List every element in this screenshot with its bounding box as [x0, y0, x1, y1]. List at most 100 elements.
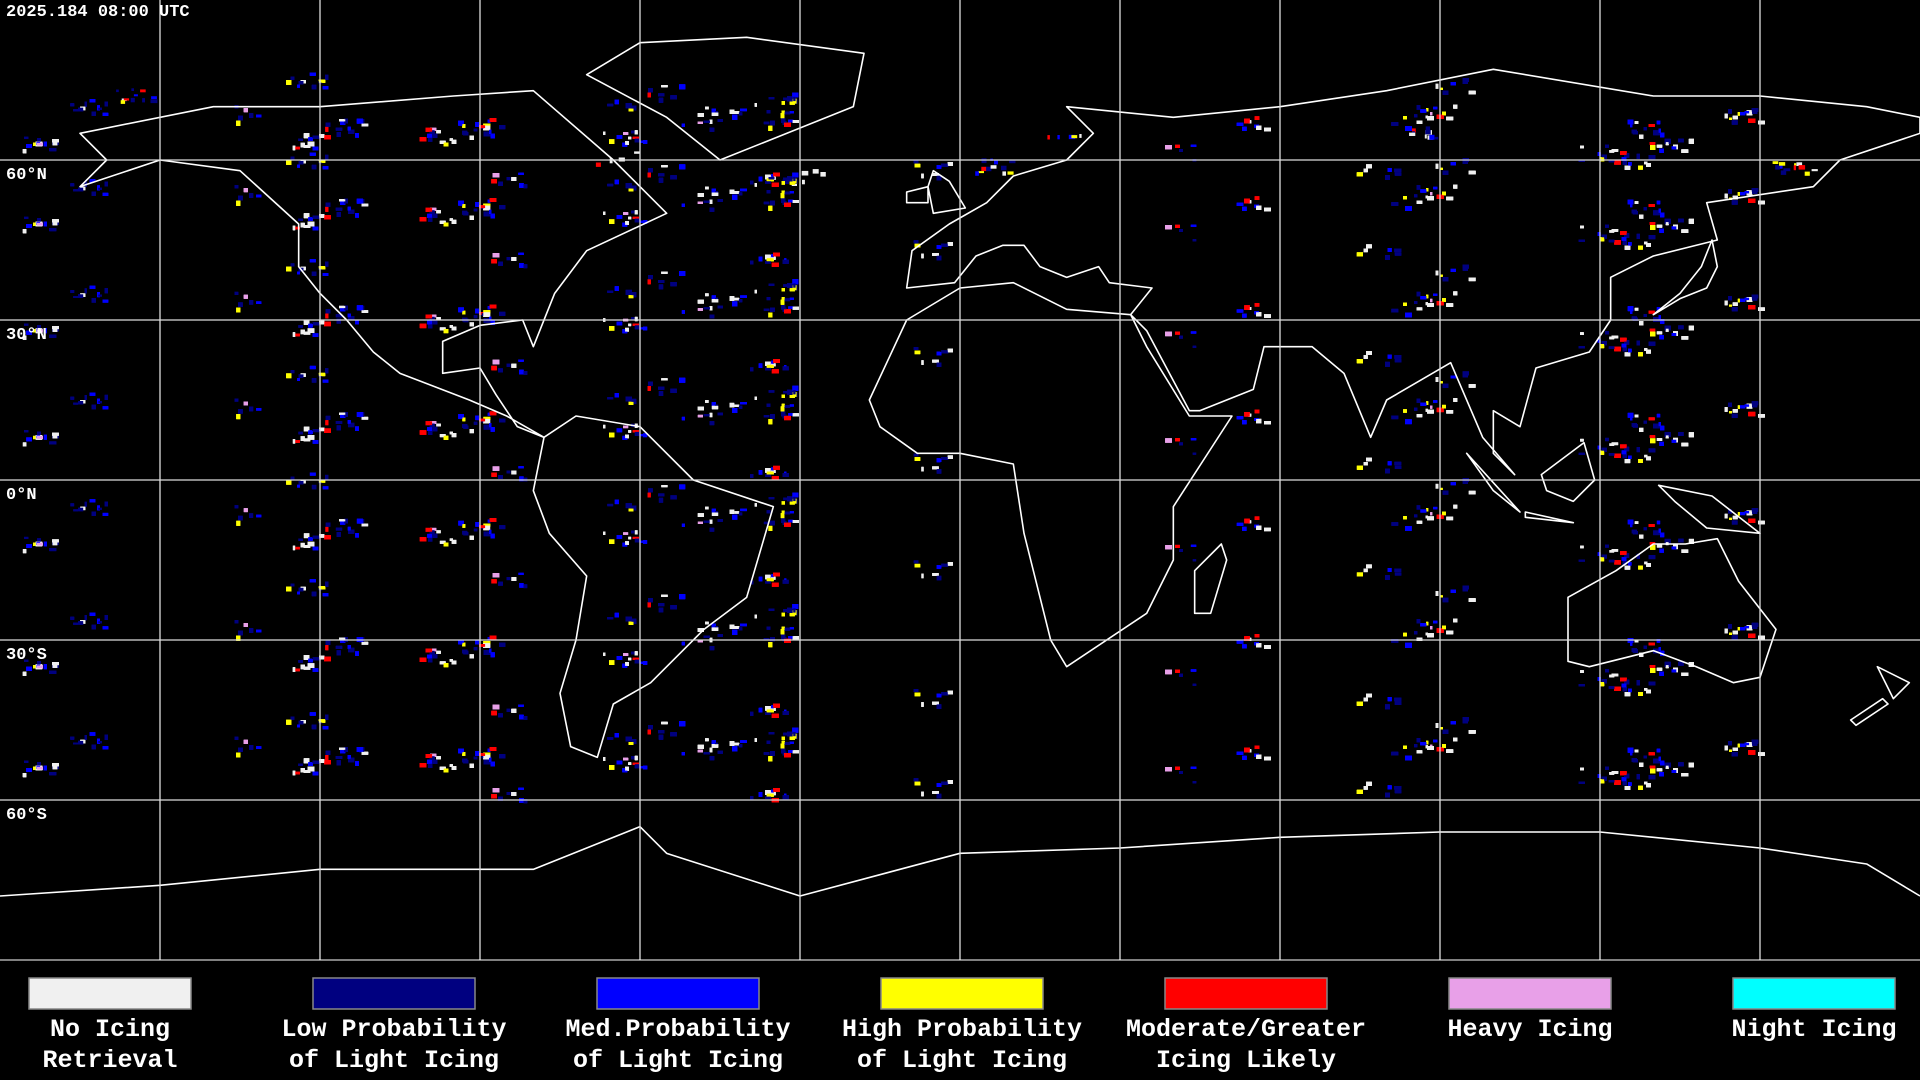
icing-pixel	[1426, 108, 1429, 112]
icing-pixel	[711, 192, 719, 196]
icing-pixel	[1442, 170, 1449, 175]
icing-pixel	[1653, 130, 1661, 136]
icing-pixel	[975, 171, 979, 176]
icing-pixel	[622, 222, 628, 227]
icing-pixel	[947, 242, 953, 246]
icing-pixel	[303, 145, 311, 148]
icing-pixel	[1751, 108, 1759, 112]
icing-pixel	[286, 160, 292, 165]
icing-pixel	[451, 139, 457, 144]
icing-pixel	[1236, 202, 1244, 206]
icing-pixel	[1601, 154, 1607, 159]
icing-pixel	[1671, 226, 1677, 230]
icing-pixel	[325, 122, 331, 127]
icing-pixel	[632, 136, 639, 139]
icing-pixel	[295, 146, 300, 150]
icing-pixel	[1624, 165, 1631, 170]
icing-pixel	[1385, 255, 1390, 260]
icing-pixel	[647, 92, 651, 98]
icing-pixel	[1242, 126, 1247, 131]
icing-pixel	[1385, 175, 1390, 180]
icing-pixel	[1442, 191, 1446, 196]
icing-pixel	[740, 188, 747, 192]
icing-pixel	[1409, 132, 1416, 136]
icing-pixel	[773, 172, 780, 177]
icing-pixel	[523, 264, 528, 269]
icing-pixel	[595, 162, 601, 167]
icing-pixel	[1363, 248, 1368, 253]
icing-pixel	[1190, 224, 1197, 227]
icing-pixel	[33, 222, 38, 226]
icing-pixel	[1649, 222, 1656, 225]
icing-pixel	[1416, 120, 1423, 124]
icing-pixel	[1429, 134, 1435, 140]
icing-pixel	[98, 107, 102, 110]
icing-pixel	[1462, 81, 1468, 84]
icing-pixel	[490, 133, 495, 139]
icing-pixel	[1678, 218, 1684, 223]
icing-pixel	[1405, 126, 1412, 131]
icing-pixel	[243, 108, 248, 113]
icing-pixel	[1254, 196, 1260, 200]
icing-pixel	[789, 111, 794, 114]
icing-pixel	[26, 144, 32, 148]
icing-pixel	[616, 215, 623, 219]
icing-pixel	[1644, 241, 1648, 245]
icing-pixel	[1794, 163, 1797, 167]
icing-pixel	[492, 173, 500, 178]
icing-pixel	[1363, 168, 1368, 173]
icing-pixel	[449, 218, 453, 221]
icing-pixel	[632, 216, 639, 219]
icing-pixel	[483, 125, 491, 131]
icing-pixel	[347, 126, 351, 131]
icing-pixel	[1450, 162, 1456, 166]
icing-pixel	[24, 216, 29, 219]
icing-pixel	[307, 221, 315, 227]
icing-pixel	[792, 92, 799, 98]
icing-pixel	[483, 205, 491, 211]
icing-pixel	[792, 172, 799, 178]
icing-pixel	[1624, 245, 1631, 250]
icing-pixel	[133, 94, 138, 97]
icing-pixel	[325, 202, 331, 207]
icing-pixel	[430, 207, 437, 211]
icing-pixel	[458, 200, 464, 206]
icing-pixel	[766, 110, 771, 114]
icing-pixel	[763, 201, 770, 205]
icing-pixel	[609, 219, 615, 224]
icing-pixel	[519, 183, 524, 188]
icing-pixel	[1614, 160, 1621, 165]
icing-pixel	[73, 189, 79, 192]
icing-pixel	[640, 140, 644, 143]
icing-pixel	[622, 142, 628, 147]
icing-pixel	[1678, 138, 1684, 143]
icing-pixel	[499, 205, 506, 210]
icing-pixel	[932, 173, 939, 176]
icing-pixel	[1630, 123, 1633, 128]
icing-pixel	[787, 96, 794, 102]
icing-pixel	[717, 199, 723, 202]
icing-pixel	[783, 191, 791, 195]
icing-pixel	[1811, 169, 1818, 172]
icing-pixel	[709, 207, 715, 212]
icing-pixel	[298, 218, 303, 221]
icing-pixel	[914, 163, 921, 168]
icing-pixel	[812, 169, 819, 174]
icing-pixel	[1442, 111, 1446, 116]
icing-pixel	[631, 130, 635, 134]
icing-pixel	[1430, 112, 1433, 116]
icing-pixel	[1614, 240, 1621, 245]
icing-pixel	[766, 258, 774, 262]
icing-pixel	[91, 111, 96, 116]
icing-pixel	[511, 177, 517, 181]
icing-pixel	[1664, 138, 1671, 144]
icing-pixel	[628, 136, 632, 140]
icing-pixel	[1611, 229, 1619, 232]
icing-pixel	[487, 199, 491, 203]
icing-pixel	[430, 213, 438, 218]
icing-pixel	[1732, 115, 1738, 120]
icing-pixel	[256, 194, 262, 198]
icing-pixel	[625, 183, 632, 189]
icing-pixel	[1620, 231, 1627, 235]
icing-pixel	[49, 228, 57, 232]
